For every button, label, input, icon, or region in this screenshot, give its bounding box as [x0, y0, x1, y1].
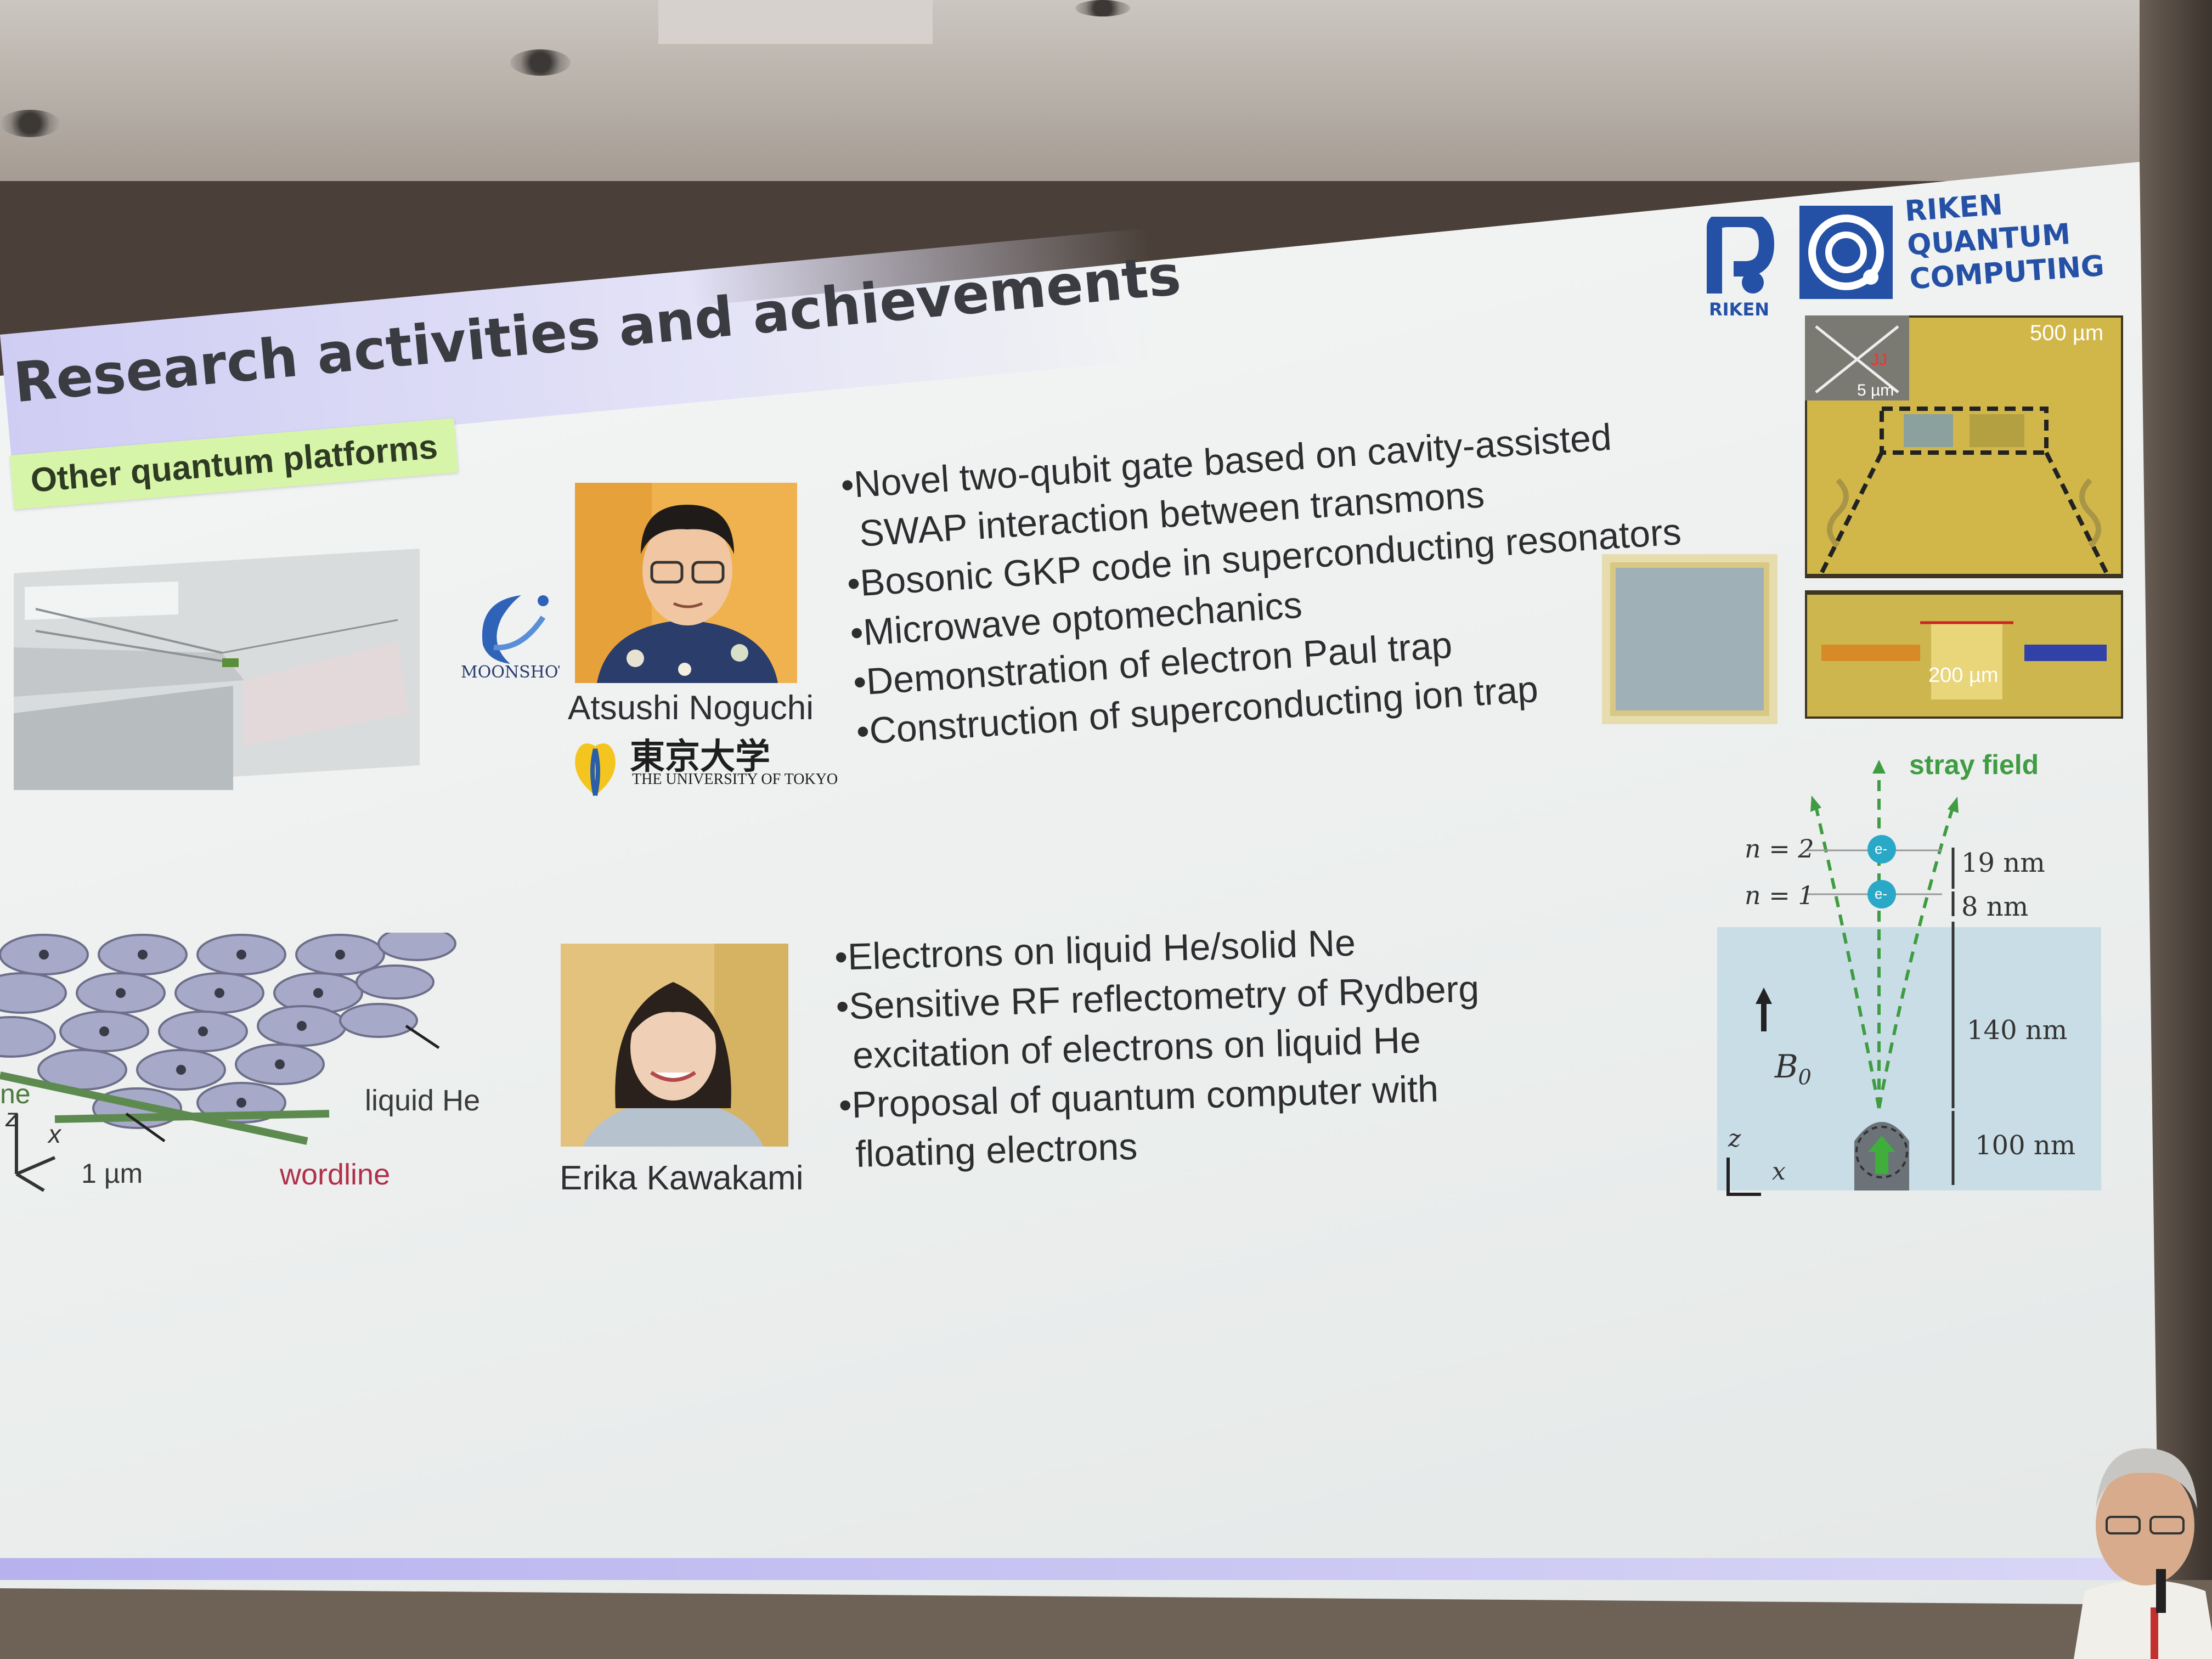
distance-19nm: 19 nm	[1961, 848, 2045, 878]
axis-z-label: z	[1728, 1125, 1741, 1153]
lattice-axis-x: x	[48, 1120, 61, 1148]
portrait-erika-kawakami	[561, 944, 788, 1147]
moonshot-logo-text: MOONSHOT	[461, 663, 560, 682]
portrait-atsushi-noguchi	[575, 483, 797, 683]
utokyo-english: THE UNIVERSITY OF TOKYO	[632, 771, 838, 788]
lattice-label-wordline: wordline	[280, 1158, 391, 1191]
level-n1-label: n = 1	[1745, 881, 1814, 910]
moonshot-logo: MOONSHOT	[461, 595, 560, 682]
chip-scale-inset: 5 µm	[1857, 381, 1894, 399]
chip-scale-top: 500 µm	[2030, 321, 2104, 345]
riken-quantum-logo	[1799, 206, 1893, 299]
field-symbol: B	[1775, 1048, 1798, 1085]
magnetic-field-label: B0	[1775, 1048, 1812, 1090]
ceiling-panel	[658, 0, 933, 44]
slide-footer-bar	[0, 1558, 2159, 1580]
ceiling-light	[510, 49, 571, 76]
researcher-name: Atsushi Noguchi	[568, 689, 814, 727]
chip-scale-bottom: 200 µm	[1928, 664, 1999, 687]
axis-x-label: x	[1772, 1158, 1786, 1186]
level-n2-label: n = 2	[1745, 834, 1814, 864]
superconducting-chip-image	[1805, 315, 2123, 719]
electron-trap-diagram	[1717, 760, 2101, 1196]
ion-trap-chip-image	[1602, 554, 1778, 724]
riken-logo-text: RIKEN	[1709, 299, 1769, 320]
electron-label: e-	[1875, 840, 1888, 857]
ceiling-light	[1075, 0, 1130, 16]
distance-100nm: 100 nm	[1975, 1130, 2076, 1161]
bullet-list-noguchi: •Novel two-qubit gate based on cavity-as…	[839, 408, 1692, 757]
stray-field-label: stray field	[1909, 749, 2039, 780]
electron-label: e-	[1875, 885, 1888, 902]
riken-logo: RIKEN	[1707, 217, 1775, 320]
ceiling	[0, 0, 2212, 181]
lattice-label-liquid-he: liquid He	[365, 1084, 481, 1117]
trap-render-image	[14, 549, 420, 790]
utokyo-kanji: 東京大学	[630, 736, 770, 777]
chip-inset-label: JJ	[1871, 351, 1887, 369]
lattice-label-scale: 1 µm	[81, 1158, 143, 1189]
distance-140nm: 140 nm	[1967, 1015, 2068, 1046]
distance-8nm: 8 nm	[1961, 891, 2029, 922]
presenter	[2074, 1448, 2212, 1659]
field-subscript: 0	[1798, 1065, 1812, 1090]
bullet-list-kawakami: •Electrons on liquid He/solid Ne •Sensit…	[834, 915, 1484, 1180]
ceiling-light	[0, 110, 60, 137]
utokyo-icon	[575, 743, 616, 796]
electron-lattice-image	[0, 933, 456, 1192]
lattice-label-ne: ne	[0, 1079, 31, 1109]
researcher-name: Erika Kawakami	[560, 1159, 804, 1197]
riken-quantum-text: RIKEN QUANTUM COMPUTING	[1904, 181, 2106, 296]
lattice-axis-z: z	[5, 1103, 18, 1132]
